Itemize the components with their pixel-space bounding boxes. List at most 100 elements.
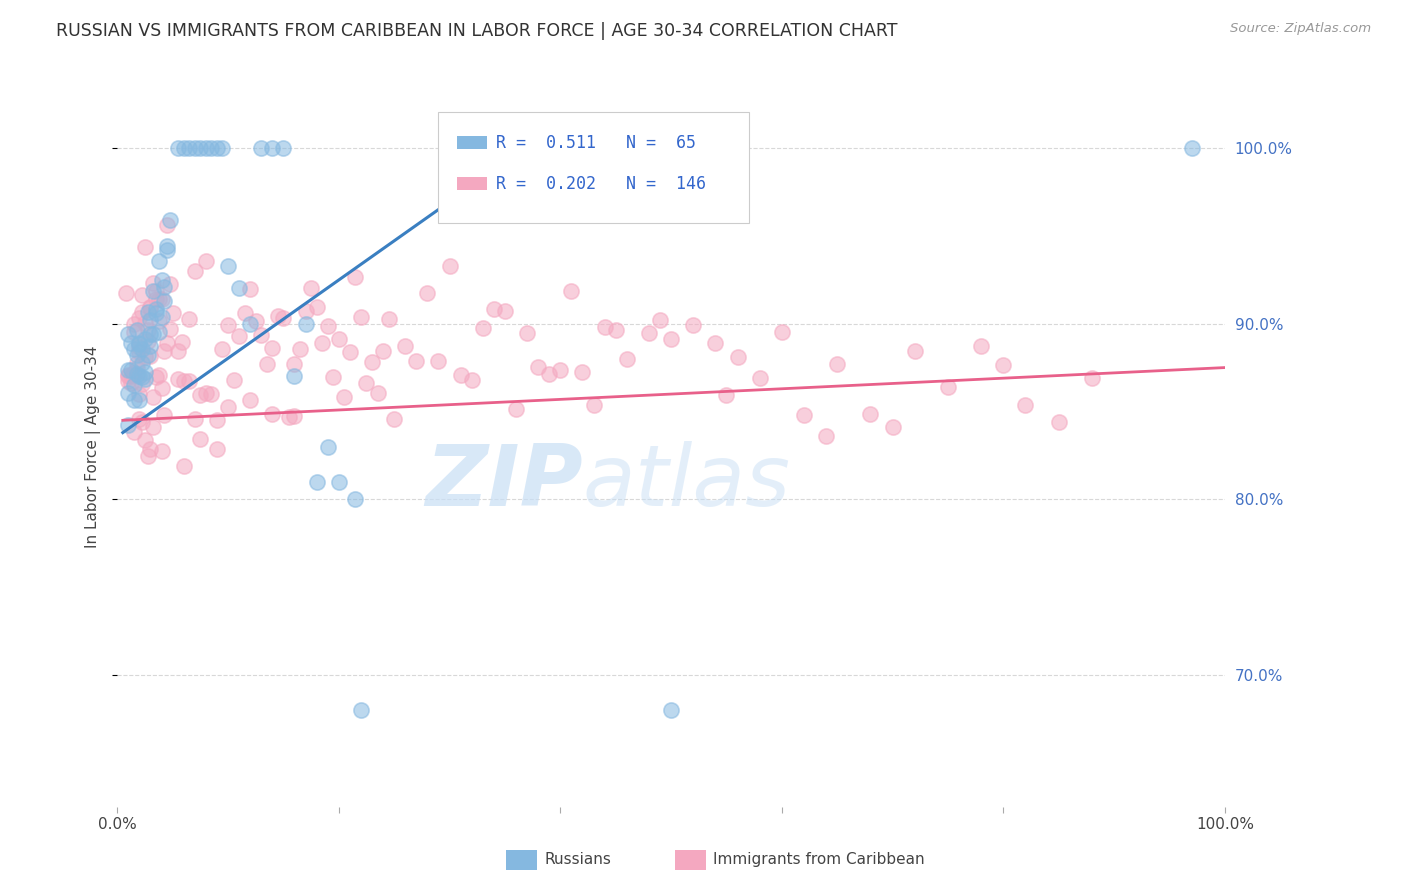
- Point: [328, 475, 350, 489]
- Point: [170, 334, 193, 349]
- Point: [1081, 371, 1104, 385]
- Point: [134, 372, 156, 386]
- Point: [273, 141, 295, 155]
- Point: [505, 402, 527, 417]
- Point: [382, 411, 405, 425]
- Point: [460, 373, 482, 387]
- Point: [1181, 141, 1204, 155]
- Point: [159, 322, 181, 336]
- Point: [394, 339, 416, 353]
- Point: [1047, 415, 1070, 429]
- Point: [371, 344, 394, 359]
- Point: [173, 374, 195, 388]
- Point: [122, 317, 145, 331]
- Point: [128, 368, 150, 383]
- Point: [516, 326, 538, 341]
- Point: [139, 339, 162, 353]
- Point: [127, 368, 149, 383]
- Point: [128, 335, 150, 350]
- Point: [194, 386, 217, 401]
- Point: [120, 362, 142, 376]
- Point: [122, 378, 145, 392]
- Text: Source: ZipAtlas.com: Source: ZipAtlas.com: [1230, 22, 1371, 36]
- Point: [122, 343, 145, 357]
- Point: [173, 141, 195, 155]
- Point: [131, 342, 153, 356]
- Point: [139, 300, 162, 314]
- Point: [120, 369, 142, 384]
- Point: [150, 381, 173, 395]
- Point: [416, 285, 439, 300]
- Point: [134, 433, 156, 447]
- Point: [211, 141, 233, 155]
- Point: [179, 141, 201, 155]
- Point: [179, 374, 201, 388]
- Point: [704, 335, 727, 350]
- Point: [217, 259, 239, 273]
- Point: [904, 344, 927, 359]
- Point: [117, 374, 139, 388]
- Point: [139, 326, 162, 341]
- Point: [970, 339, 993, 353]
- Text: ZIP: ZIP: [425, 442, 582, 524]
- Point: [173, 458, 195, 473]
- Point: [450, 368, 472, 383]
- Point: [616, 351, 638, 366]
- Point: [152, 408, 174, 422]
- Point: [815, 429, 838, 443]
- Point: [148, 292, 170, 306]
- Point: [882, 420, 904, 434]
- Point: [117, 368, 139, 383]
- Point: [148, 313, 170, 327]
- Point: [139, 301, 162, 315]
- Point: [134, 332, 156, 346]
- Point: [245, 314, 267, 328]
- Point: [188, 388, 211, 402]
- Point: [605, 323, 627, 337]
- Point: [471, 321, 494, 335]
- Point: [250, 328, 273, 343]
- Point: [139, 313, 162, 327]
- Point: [560, 284, 582, 298]
- Point: [550, 362, 572, 376]
- Point: [262, 341, 284, 355]
- Point: [128, 336, 150, 351]
- Point: [128, 340, 150, 354]
- Point: [145, 284, 167, 298]
- Point: [527, 359, 550, 374]
- Point: [305, 300, 328, 314]
- Point: [350, 703, 373, 717]
- Point: [222, 373, 245, 387]
- Point: [748, 371, 770, 385]
- Point: [128, 392, 150, 407]
- Point: [150, 273, 173, 287]
- Point: [122, 425, 145, 440]
- Point: [770, 325, 793, 339]
- Point: [156, 218, 179, 232]
- Text: Russians: Russians: [544, 853, 612, 867]
- FancyBboxPatch shape: [439, 112, 748, 223]
- Point: [239, 282, 262, 296]
- Point: [156, 243, 179, 257]
- Point: [128, 345, 150, 359]
- Point: [311, 336, 333, 351]
- Point: [128, 386, 150, 401]
- Point: [148, 368, 170, 383]
- Point: [659, 332, 682, 346]
- Point: [136, 323, 159, 337]
- Point: [233, 306, 256, 320]
- Point: [136, 449, 159, 463]
- Point: [427, 353, 450, 368]
- Point: [305, 475, 328, 489]
- Point: [727, 350, 749, 364]
- Point: [593, 320, 616, 334]
- Point: [139, 349, 162, 363]
- Point: [322, 370, 344, 384]
- Point: [127, 367, 149, 381]
- Point: [145, 306, 167, 320]
- Point: [142, 284, 165, 298]
- Point: [205, 141, 228, 155]
- Point: [716, 387, 738, 401]
- Point: [142, 419, 165, 434]
- Text: RUSSIAN VS IMMIGRANTS FROM CARIBBEAN IN LABOR FORCE | AGE 30-34 CORRELATION CHAR: RUSSIAN VS IMMIGRANTS FROM CARIBBEAN IN …: [56, 22, 898, 40]
